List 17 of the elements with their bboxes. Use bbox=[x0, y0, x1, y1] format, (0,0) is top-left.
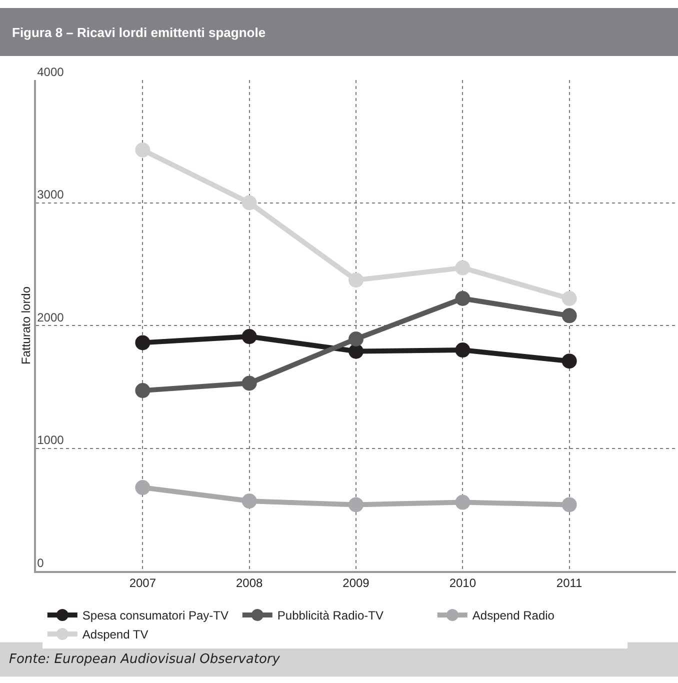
y-axis-title: Fatturato lordo bbox=[18, 286, 33, 365]
y-tick-label: 4000 bbox=[37, 64, 64, 79]
x-tick-label: 2011 bbox=[556, 576, 583, 590]
source-note: Fonte: European Audiovisual Observatory bbox=[9, 652, 280, 667]
x-tick-label: 2007 bbox=[129, 576, 156, 590]
y-tick-label: 1000 bbox=[37, 433, 64, 448]
x-tick-label: 2010 bbox=[449, 576, 476, 590]
x-tick-label: 2009 bbox=[342, 576, 370, 590]
legend-label: Adspend TV bbox=[82, 628, 148, 642]
legend-label: Pubblicità Radio-TV bbox=[277, 608, 384, 623]
chart-title: Figura 8 – Ricavi lordi emittenti spagnole bbox=[12, 25, 266, 40]
legend-label: Spesa consumatori Pay-TV bbox=[82, 608, 228, 623]
legend-label: Adspend Radio bbox=[472, 608, 555, 623]
y-tick-label: 3000 bbox=[37, 188, 64, 202]
y-tick-label: 0 bbox=[37, 556, 44, 570]
y-tick-label: 2000 bbox=[37, 310, 64, 324]
x-tick-label: 2008 bbox=[236, 576, 263, 590]
